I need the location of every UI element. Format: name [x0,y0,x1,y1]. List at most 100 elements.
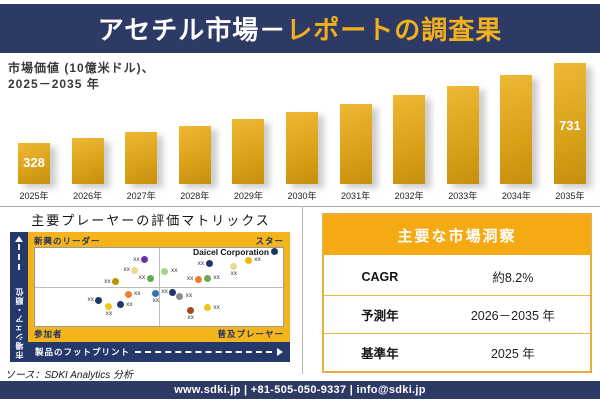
dashed-line-vertical [18,244,20,270]
matrix-dot-label: xx [170,266,178,274]
quadrant-label-participants: 参加者 [34,328,63,339]
quadrant-divider-horizontal [35,287,283,288]
bar [178,126,211,184]
matrix-player-dot [194,275,202,283]
matrix-dot-label: xx [213,303,220,311]
bar-column: 2026年 [62,52,114,201]
source-note: ソース：SDKI Analytics 分析 [5,370,134,381]
matrix-title: 主要プレーヤーの評価マトリックス [31,213,271,228]
x-axis-tick-label: 2033年 [448,191,478,201]
quadrant-label-stars: スター [255,235,284,246]
matrix-dot-label: xx [105,310,113,318]
matrix-dot-label: xx [138,274,146,281]
bar-column: 2033年 [437,52,489,201]
insights-table: CAGR 約8.2% 予測年 2026－2035 年基準年 2025 年 [324,258,590,371]
bar [339,104,372,184]
matrix-dot-label: xx [185,291,193,299]
matrix-player-dot [105,302,113,310]
matrix-dot-label: xx [126,300,133,308]
matrix-y-axis-label: 市場シェア・順位 [14,287,24,359]
matrix-player-dot [169,288,177,296]
matrix-dot-label: xx [87,296,94,304]
insights-table-row: 基準年 2025 年 [324,333,590,371]
matrix-dot-label: xx [123,265,130,273]
matrix-dot-label: xx [104,277,111,285]
matrix-player-dot [203,304,211,311]
insights-row-value: 2025 年 [490,347,535,361]
matrix-player-dot [131,266,139,274]
matrix-player-dot [205,260,213,268]
bar-chart: 328 2025年 2026年 2027年 2028年 2029年 2030年 2031年 20… [6,52,598,201]
matrix-top-quadrant-labels: 新興のリーダー スター [34,234,284,247]
bar-column: 2031年 [330,52,382,201]
quadrant-label-pervasive-players: 普及プレーヤー [217,328,284,339]
insights-table-row: 予測年 2026－2035 年 [324,295,590,333]
chart-subtitle-line2: 2025－2035 年 [8,77,100,92]
matrix-player-dot [270,248,278,256]
bar-column: 328 2025年 [8,52,60,201]
bar-value-label: 731 [559,118,581,133]
matrix-player-dot [141,256,149,264]
bar-column: 2028年 [169,52,221,201]
insights-title: 主要な市場洞察 [324,215,590,258]
page-title: アセチル市場－ [97,15,287,45]
matrix-player-dot [152,289,160,297]
bar-column: 2032年 [383,52,435,201]
header-bar: アセチル市場－ レポートの調査果 [0,4,600,53]
bar: 328 [18,143,50,184]
matrix-company-label: Daicel Corporation [193,246,270,257]
bar-value-label: 328 [23,155,45,170]
bar [500,75,533,184]
insights-row-value: 約8.2% [492,271,534,285]
bar [232,119,265,184]
chart-subtitle: 市場価値 (10億米ドル)、 2025－2035 年 [8,60,155,92]
matrix-bottom-quadrant-labels: 参加者 普及プレーヤー [34,327,284,340]
matrix-dot-label: xx [133,255,140,263]
matrix-player-dot [95,296,103,304]
bar-column: 2027年 [115,52,167,201]
matrix-player-dot [230,262,238,270]
chart-subtitle-line1: 市場価値 (10億米ドル)、 [8,61,155,75]
quadrant-label-emerging-leaders: 新興のリーダー [34,235,101,246]
x-axis-tick-label: 2035年 [555,191,585,201]
bar-column: 2030年 [276,52,328,201]
matrix-player-dot [203,274,211,282]
x-axis-tick-label: 2031年 [341,191,371,201]
x-axis-tick-label: 2026年 [73,191,103,201]
bar [71,138,104,184]
x-axis-tick-label: 2034年 [501,191,531,201]
bar-column: 2034年 [490,52,542,201]
matrix-y-axis-band: 市場シェア・順位 [10,232,28,362]
matrix-dot-label: xx [187,314,194,322]
insights-row-label: 基準年 [361,347,399,361]
matrix-dot-label: xx [186,274,194,282]
section-divider-horizontal [0,206,600,207]
matrix-player-dot [161,267,169,275]
bar: 731 [553,63,586,184]
section-divider-vertical [302,206,303,374]
insights-row-label: 予測年 [361,309,399,323]
key-insights-panel: 主要な市場洞察 CAGR 約8.2% 予測年 2026－2035 年基準年 2025 年 [322,213,592,373]
bar-column: 2029年 [222,52,274,201]
matrix-dot-label: xx [161,287,168,295]
footer-bar: www.sdki.jp | +81-505-050-9337 | info@sd… [0,381,600,399]
matrix-gold-frame: 新興のリーダー スター xx xx xx xx xx xx xx xx Daicel Corpo… [28,232,290,342]
matrix-player-dot [244,256,252,264]
matrix-x-axis-label: 製品のフットプリント [35,347,131,357]
page-title-accent: レポートの調査果 [286,15,503,45]
matrix-dot-label: xx [213,274,220,281]
insights-row-value: 2026－2035 年 [470,309,555,323]
matrix-main: 新興のリーダー スター xx xx xx xx xx xx xx xx Daicel Corpo… [28,232,290,362]
arrow-up-icon [15,236,23,242]
matrix-dot-label: xx [230,270,238,278]
x-axis-tick-label: 2029年 [233,191,263,201]
matrix-dot-label: xx [197,259,205,267]
matrix-player-dot [176,292,184,300]
matrix-dot-label: xx [152,297,160,305]
footer-contact-text: www.sdki.jp | +81-505-050-9337 | info@sd… [174,384,426,396]
arrow-right-icon [277,348,283,356]
matrix-player-dot [116,301,124,309]
insights-row-label: CAGR [361,269,399,284]
matrix-player-dot [187,306,195,314]
